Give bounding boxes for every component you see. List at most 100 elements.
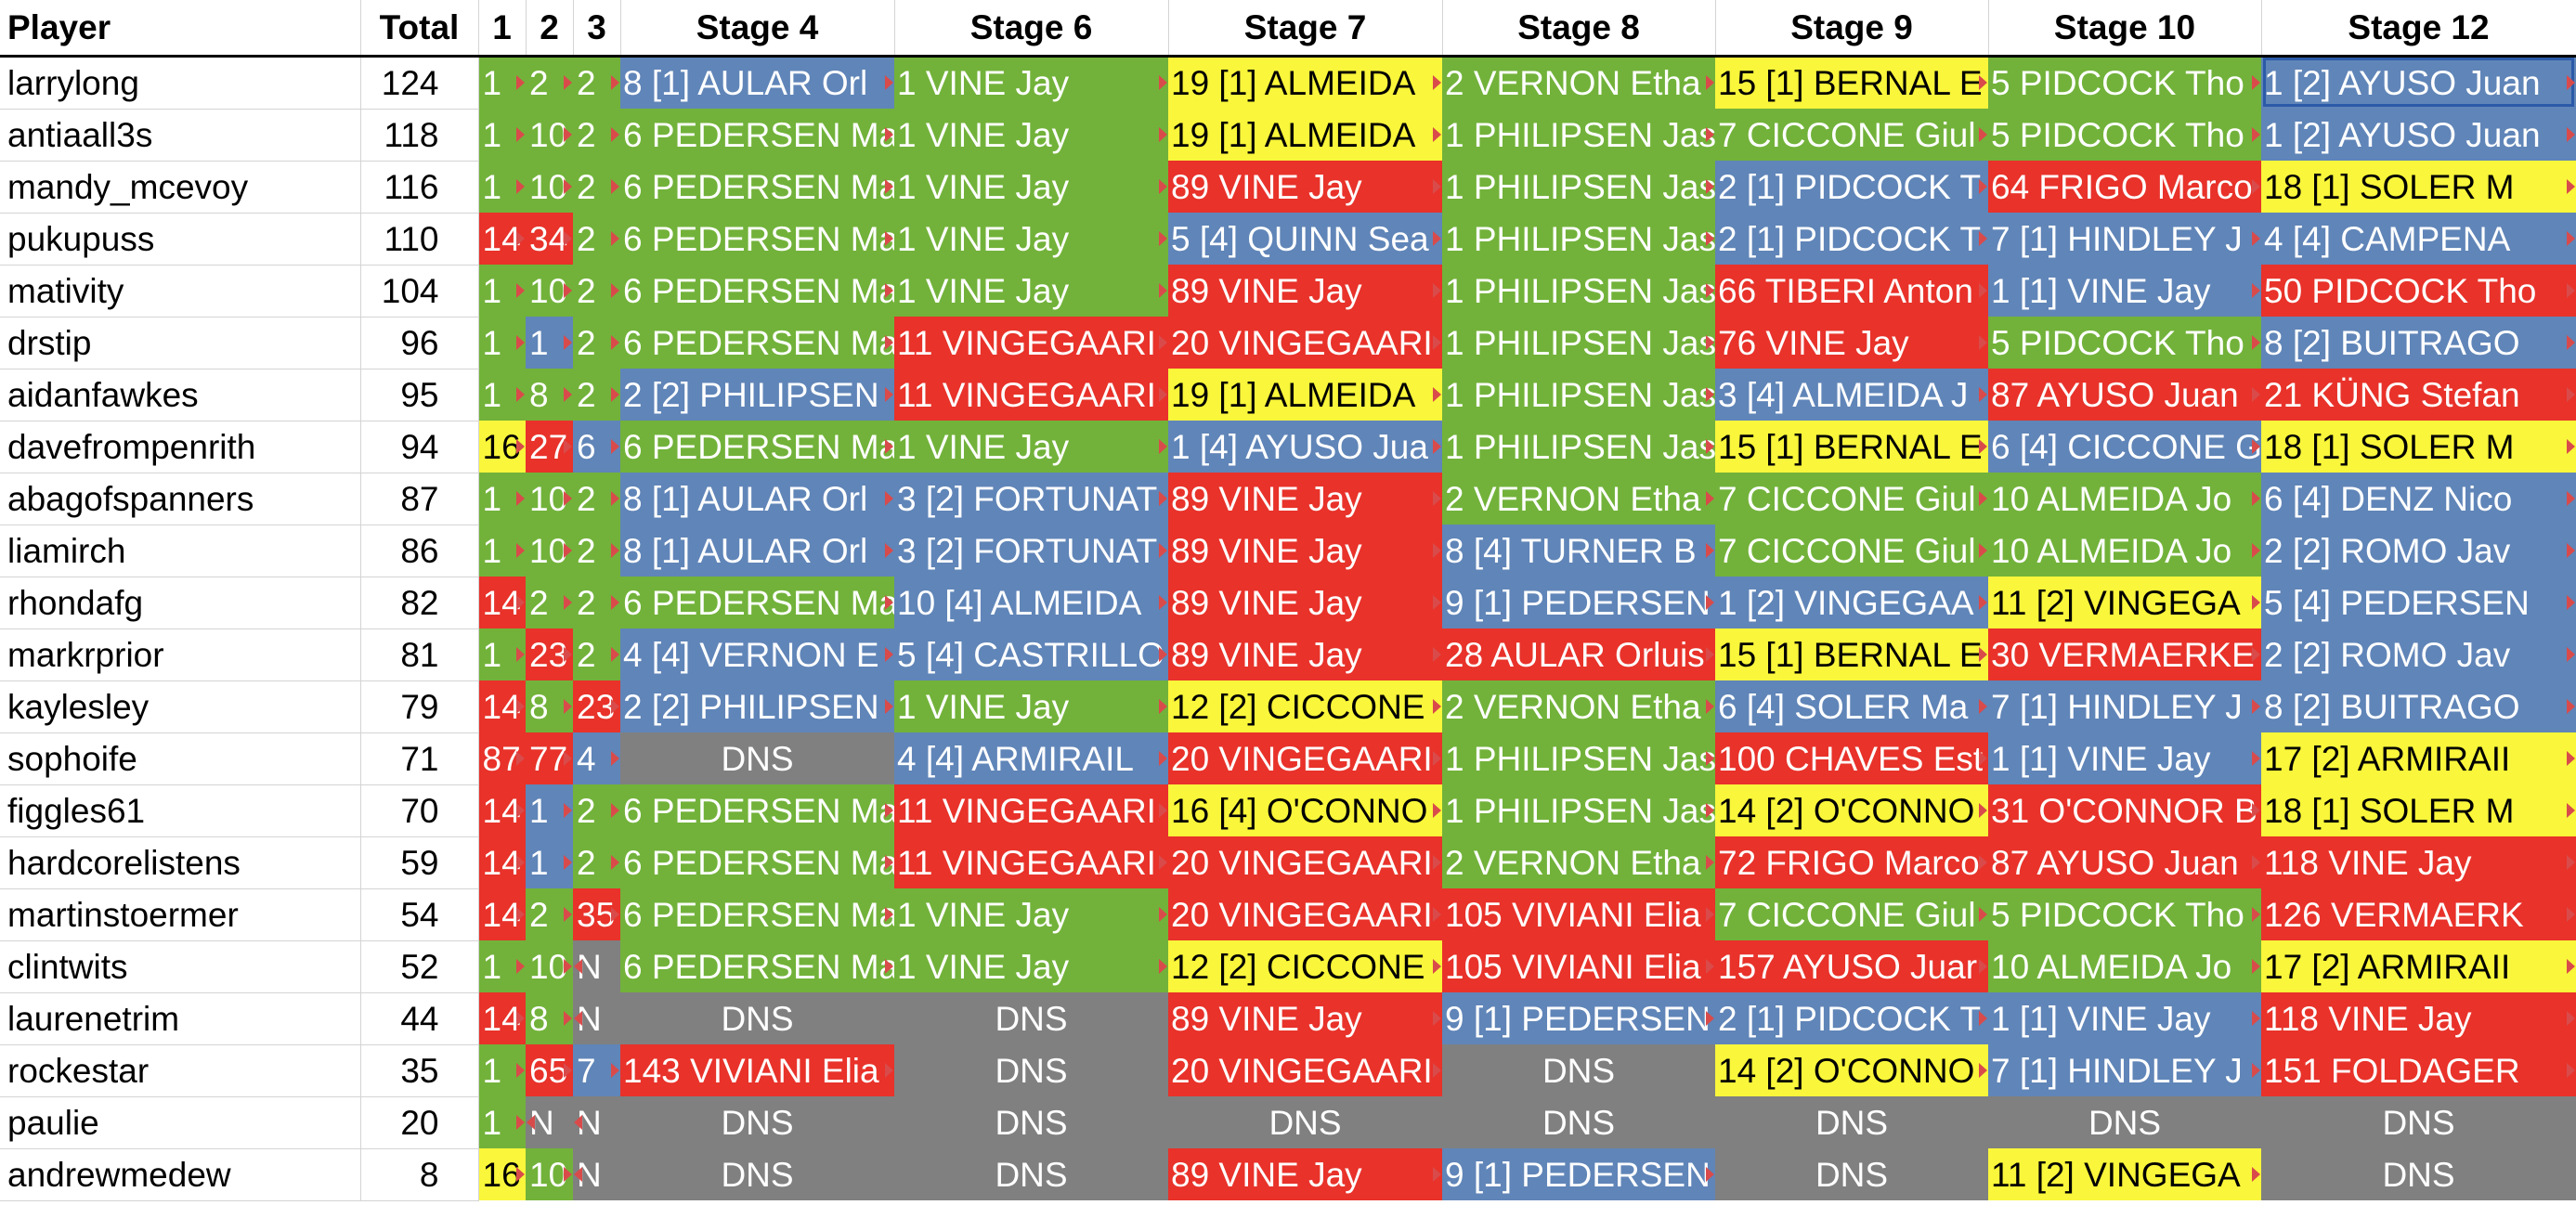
stage-pick-cell[interactable]: 20 VINGEGAARI bbox=[1168, 888, 1442, 940]
stage-pick-cell[interactable]: 157 AYUSO Juar bbox=[1715, 940, 1988, 992]
stage-pick-cell[interactable]: 1 VINE Jay bbox=[894, 680, 1168, 732]
column-header[interactable]: Total bbox=[360, 0, 479, 58]
stage-pick-cell[interactable]: 17 [2] ARMIRAII bbox=[2261, 940, 2576, 992]
stage-pick-cell[interactable]: 14 [2] O'CONNO bbox=[1715, 1044, 1988, 1096]
stage-pick-cell[interactable]: 4 [4] ARMIRAIL bbox=[894, 732, 1168, 784]
stage-pick-cell[interactable]: 72 FRIGO Marco bbox=[1715, 836, 1988, 888]
stage-pick-cell[interactable]: 11 [2] VINGEGA bbox=[1988, 577, 2261, 628]
stage-pick-cell[interactable]: 118 VINE Jay bbox=[2261, 992, 2576, 1044]
stage-pick-cell[interactable]: 6 PEDERSEN Ma bbox=[620, 421, 894, 473]
player-name-cell[interactable]: clintwits bbox=[0, 940, 361, 993]
stage-pick-cell[interactable]: 89 VINE Jay bbox=[1168, 265, 1442, 317]
player-name-cell[interactable]: aidanfawkes bbox=[0, 369, 361, 421]
player-name-cell[interactable]: davefrompenrith bbox=[0, 421, 361, 473]
stage-pick-cell[interactable]: 1 VINE Jay bbox=[894, 213, 1168, 265]
stage-pick-cell[interactable]: 1 VINE Jay bbox=[894, 888, 1168, 940]
total-points-cell[interactable]: 59 bbox=[360, 836, 479, 889]
stage-pick-cell[interactable]: 7 CICCONE Giul bbox=[1715, 109, 1988, 161]
early-stage-cell[interactable]: 65 bbox=[526, 1044, 573, 1096]
total-points-cell[interactable]: 71 bbox=[360, 732, 479, 785]
early-stage-cell[interactable]: 14 bbox=[478, 680, 526, 732]
stage-pick-cell[interactable]: 89 VINE Jay bbox=[1168, 1148, 1442, 1200]
stage-pick-cell[interactable]: 11 VINGEGAARI bbox=[894, 836, 1168, 888]
column-header[interactable]: Stage 8 bbox=[1442, 0, 1716, 58]
stage-pick-cell[interactable]: 30 VERMAERKE bbox=[1988, 628, 2261, 680]
early-stage-cell[interactable]: 10 bbox=[526, 940, 573, 992]
total-points-cell[interactable]: 96 bbox=[360, 317, 479, 369]
total-points-cell[interactable]: 94 bbox=[360, 421, 479, 473]
stage-pick-cell[interactable]: 64 FRIGO Marco bbox=[1988, 161, 2261, 213]
early-stage-cell[interactable]: 1 bbox=[478, 1044, 526, 1096]
early-stage-cell[interactable]: 1 bbox=[478, 525, 526, 577]
stage-pick-cell[interactable]: 1 PHILIPSEN Jas bbox=[1442, 109, 1715, 161]
stage-pick-cell[interactable]: 1 VINE Jay bbox=[894, 265, 1168, 317]
early-stage-cell[interactable]: 2 bbox=[573, 56, 620, 109]
stage-pick-cell[interactable]: 66 TIBERI Anton bbox=[1715, 265, 1988, 317]
stage-pick-cell[interactable]: 7 [1] HINDLEY J bbox=[1988, 680, 2261, 732]
stage-pick-cell[interactable]: 143 VIVIANI Elia bbox=[620, 1044, 894, 1096]
stage-pick-cell[interactable]: 6 PEDERSEN Ma bbox=[620, 784, 894, 836]
stage-pick-cell[interactable]: 2 [2] PHILIPSEN bbox=[620, 680, 894, 732]
stage-pick-cell[interactable]: 19 [1] ALMEIDA bbox=[1168, 369, 1442, 421]
early-stage-cell[interactable]: N bbox=[573, 940, 620, 992]
stage-pick-cell[interactable]: 8 [2] BUITRAGO bbox=[2261, 680, 2576, 732]
early-stage-cell[interactable]: 10 bbox=[526, 473, 573, 525]
stage-pick-cell[interactable]: 2 [2] ROMO Jav bbox=[2261, 628, 2576, 680]
stage-pick-cell[interactable]: 7 CICCONE Giul bbox=[1715, 473, 1988, 525]
stage-pick-cell[interactable]: 11 [2] VINGEGA bbox=[1988, 1148, 2261, 1200]
player-name-cell[interactable]: martinstoermer bbox=[0, 888, 361, 941]
stage-pick-cell[interactable]: 76 VINE Jay bbox=[1715, 317, 1988, 369]
stage-pick-cell[interactable]: 6 [4] DENZ Nico bbox=[2261, 473, 2576, 525]
early-stage-cell[interactable]: 14 bbox=[478, 577, 526, 628]
total-points-cell[interactable]: 79 bbox=[360, 680, 479, 733]
stage-pick-cell[interactable]: 7 [1] HINDLEY J bbox=[1988, 1044, 2261, 1096]
player-name-cell[interactable]: rhondafg bbox=[0, 577, 361, 629]
player-name-cell[interactable]: andrewmedew bbox=[0, 1148, 361, 1201]
stage-pick-cell[interactable]: 6 PEDERSEN Ma bbox=[620, 161, 894, 213]
early-stage-cell[interactable]: 1 bbox=[526, 784, 573, 836]
stage-pick-cell[interactable]: 31 O'CONNOR B bbox=[1988, 784, 2261, 836]
stage-pick-cell[interactable]: 12 [2] CICCONE bbox=[1168, 940, 1442, 992]
stage-pick-cell[interactable]: 10 ALMEIDA Jo bbox=[1988, 525, 2261, 577]
stage-pick-cell[interactable]: 7 CICCONE Giul bbox=[1715, 525, 1988, 577]
stage-pick-cell[interactable]: 1 PHILIPSEN Jas bbox=[1442, 161, 1715, 213]
stage-pick-cell[interactable]: 2 [2] PHILIPSEN bbox=[620, 369, 894, 421]
stage-pick-cell[interactable]: 89 VINE Jay bbox=[1168, 577, 1442, 628]
stage-pick-cell[interactable]: 2 [1] PIDCOCK T bbox=[1715, 213, 1988, 265]
stage-pick-cell[interactable]: 2 VERNON Etha bbox=[1442, 836, 1715, 888]
early-stage-cell[interactable]: 1 bbox=[478, 369, 526, 421]
stage-pick-cell[interactable]: 8 [1] AULAR Orl bbox=[620, 473, 894, 525]
early-stage-cell[interactable]: 35 bbox=[573, 888, 620, 940]
stage-pick-cell[interactable]: 19 [1] ALMEIDA bbox=[1168, 109, 1442, 161]
stage-pick-cell[interactable]: 11 VINGEGAARI bbox=[894, 317, 1168, 369]
player-name-cell[interactable]: laurenetrim bbox=[0, 992, 361, 1045]
early-stage-cell[interactable]: 14 bbox=[478, 213, 526, 265]
stage-pick-cell[interactable]: DNS bbox=[620, 732, 894, 784]
stage-pick-cell[interactable]: 2 [2] ROMO Jav bbox=[2261, 525, 2576, 577]
total-points-cell[interactable]: 95 bbox=[360, 369, 479, 421]
column-header[interactable]: 3 bbox=[573, 0, 621, 58]
stage-pick-cell[interactable]: 3 [2] FORTUNAT bbox=[894, 525, 1168, 577]
stage-pick-cell[interactable]: 5 [4] QUINN Sea bbox=[1168, 213, 1442, 265]
early-stage-cell[interactable]: 7 bbox=[573, 1044, 620, 1096]
early-stage-cell[interactable]: N bbox=[573, 992, 620, 1044]
stage-pick-cell[interactable]: DNS bbox=[620, 992, 894, 1044]
stage-pick-cell[interactable]: 5 PIDCOCK Tho bbox=[1988, 317, 2261, 369]
stage-pick-cell[interactable]: 1 PHILIPSEN Jas bbox=[1442, 421, 1715, 473]
stage-pick-cell[interactable]: 1 PHILIPSEN Jas bbox=[1442, 317, 1715, 369]
total-points-cell[interactable]: 35 bbox=[360, 1044, 479, 1097]
early-stage-cell[interactable]: 4 bbox=[573, 732, 620, 784]
stage-pick-cell[interactable]: 18 [1] SOLER M bbox=[2261, 421, 2576, 473]
player-name-cell[interactable]: mativity bbox=[0, 265, 361, 317]
column-header[interactable]: Stage 6 bbox=[894, 0, 1169, 58]
early-stage-cell[interactable]: 2 bbox=[573, 213, 620, 265]
stage-pick-cell[interactable]: 89 VINE Jay bbox=[1168, 992, 1442, 1044]
total-points-cell[interactable]: 86 bbox=[360, 525, 479, 577]
column-header[interactable]: Stage 10 bbox=[1988, 0, 2262, 58]
total-points-cell[interactable]: 87 bbox=[360, 473, 479, 525]
stage-pick-cell[interactable]: 1 VINE Jay bbox=[894, 161, 1168, 213]
player-name-cell[interactable]: markrprior bbox=[0, 628, 361, 681]
stage-pick-cell[interactable]: DNS bbox=[1442, 1096, 1715, 1148]
stage-pick-cell[interactable]: 126 VERMAERK bbox=[2261, 888, 2576, 940]
stage-pick-cell[interactable]: 1 [1] VINE Jay bbox=[1988, 265, 2261, 317]
